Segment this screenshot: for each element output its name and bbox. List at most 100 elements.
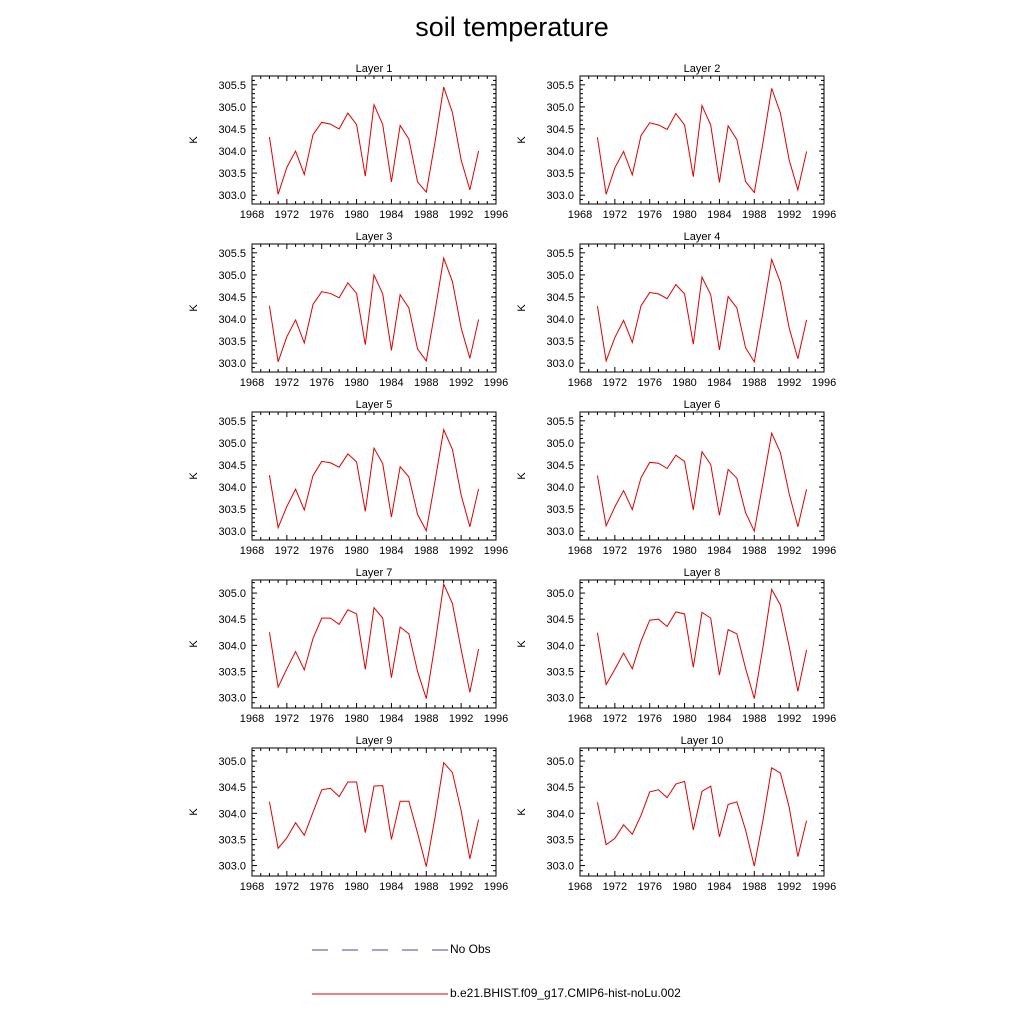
- x-tick-label: 1988: [414, 209, 438, 221]
- y-axis-label: K: [188, 472, 200, 480]
- series-line: [268, 86, 480, 195]
- x-tick-label: 1976: [637, 881, 661, 893]
- panel-1: Layer 1 1968 1972 1976 1980 1984 1988 1992 1996 3…: [188, 63, 508, 221]
- y-tick-label: 303.5: [546, 666, 574, 678]
- panel-frame: [251, 75, 497, 205]
- x-tick-label: 1996: [812, 881, 836, 893]
- y-axis-label: K: [516, 136, 528, 144]
- panel-frame: [251, 411, 497, 541]
- y-tick-label: 305.5: [218, 80, 246, 92]
- panel-frame: [579, 411, 825, 541]
- panel-title: Layer 3: [356, 231, 393, 243]
- x-tick-label: 1972: [275, 209, 299, 221]
- x-tick-label: 1988: [742, 713, 766, 725]
- y-tick-label: 304.0: [546, 482, 574, 494]
- x-tick-label: 1984: [707, 209, 731, 221]
- series-line: [268, 761, 480, 867]
- x-tick-label: 1984: [379, 377, 403, 389]
- x-tick-label: 1984: [707, 713, 731, 725]
- panel-9: Layer 9 1968 1972 1976 1980 1984 1988 1992 1996 3…: [188, 735, 508, 893]
- y-tick-label: 304.5: [546, 292, 574, 304]
- x-tick-label: 1996: [812, 209, 836, 221]
- y-tick-label: 304.0: [218, 146, 246, 158]
- x-tick-label: 1980: [344, 881, 368, 893]
- legend-swatch-model: [312, 993, 448, 995]
- panel-10: Layer 10 1968 1972 1976 1980 1984 1988 1992 1996…: [516, 735, 836, 893]
- x-tick-label: 1984: [379, 881, 403, 893]
- y-tick-label: 305.5: [546, 416, 574, 428]
- x-tick-label: 1996: [812, 377, 836, 389]
- y-tick-label: 305.0: [218, 438, 246, 450]
- x-tick-label: 1968: [240, 377, 264, 389]
- x-tick-label: 1996: [484, 377, 508, 389]
- y-tick-label: 303.0: [546, 358, 574, 370]
- y-tick-label: 303.5: [546, 504, 574, 516]
- y-tick-label: 305.0: [218, 102, 246, 114]
- x-tick-label: 1968: [240, 713, 264, 725]
- y-tick-label: 304.5: [546, 124, 574, 136]
- x-tick-label: 1988: [742, 545, 766, 557]
- x-tick-label: 1984: [707, 377, 731, 389]
- x-tick-label: 1984: [379, 209, 403, 221]
- y-tick-label: 305.0: [546, 588, 574, 600]
- y-tick-label: 304.5: [546, 460, 574, 472]
- y-tick-label: 305.0: [218, 588, 246, 600]
- y-tick-label: 304.0: [218, 314, 246, 326]
- series-line: [596, 767, 808, 867]
- y-tick-label: 303.0: [546, 526, 574, 538]
- x-tick-label: 1980: [344, 209, 368, 221]
- x-tick-label: 1988: [414, 545, 438, 557]
- y-axis-label: K: [188, 640, 200, 648]
- x-tick-label: 1984: [379, 545, 403, 557]
- y-tick-label: 304.0: [546, 640, 574, 652]
- x-tick-label: 1980: [344, 713, 368, 725]
- panel-frame: [579, 75, 825, 205]
- x-tick-label: 1992: [777, 713, 801, 725]
- legend-label-model: b.e21.BHIST.f09_g17.CMIP6-hist-noLu.002: [450, 986, 681, 1000]
- panel-3: Layer 3 1968 1972 1976 1980 1984 1988 1992 1996 3…: [188, 231, 508, 389]
- y-tick-label: 304.5: [218, 292, 246, 304]
- y-tick-label: 303.0: [218, 190, 246, 202]
- x-tick-label: 1976: [309, 713, 333, 725]
- panel-frame: [251, 243, 497, 373]
- y-tick-label: 304.5: [218, 782, 246, 794]
- x-tick-label: 1980: [344, 377, 368, 389]
- y-tick-label: 305.0: [546, 438, 574, 450]
- y-tick-label: 303.0: [218, 861, 246, 873]
- panel-title: Layer 6: [684, 399, 721, 411]
- y-tick-label: 305.5: [546, 248, 574, 260]
- x-tick-label: 1996: [484, 713, 508, 725]
- y-tick-label: 303.5: [546, 168, 574, 180]
- y-tick-label: 303.0: [546, 693, 574, 705]
- x-tick-label: 1984: [707, 881, 731, 893]
- x-tick-label: 1976: [309, 209, 333, 221]
- panel-7: Layer 7 1968 1972 1976 1980 1984 1988 1992 1996 3…: [188, 567, 508, 725]
- x-tick-label: 1992: [777, 377, 801, 389]
- x-tick-label: 1976: [637, 377, 661, 389]
- x-tick-label: 1984: [707, 545, 731, 557]
- panel-title: Layer 5: [356, 399, 393, 411]
- x-tick-label: 1972: [275, 377, 299, 389]
- y-tick-label: 303.5: [218, 666, 246, 678]
- x-tick-label: 1992: [449, 209, 473, 221]
- y-tick-label: 303.5: [546, 336, 574, 348]
- y-tick-label: 305.0: [546, 102, 574, 114]
- y-axis-label: K: [516, 472, 528, 480]
- y-axis-label: K: [516, 808, 528, 816]
- y-tick-label: 303.5: [218, 336, 246, 348]
- y-tick-label: 304.5: [218, 614, 246, 626]
- x-tick-label: 1968: [240, 881, 264, 893]
- series-line: [596, 587, 808, 699]
- x-tick-label: 1980: [672, 377, 696, 389]
- x-tick-label: 1980: [344, 545, 368, 557]
- x-tick-label: 1996: [484, 209, 508, 221]
- x-tick-label: 1996: [812, 713, 836, 725]
- x-tick-label: 1988: [414, 377, 438, 389]
- panel-title: Layer 9: [356, 735, 393, 747]
- x-tick-label: 1992: [777, 545, 801, 557]
- y-tick-label: 304.0: [546, 146, 574, 158]
- panel-title: Layer 7: [356, 567, 393, 579]
- y-tick-label: 304.5: [546, 782, 574, 794]
- x-tick-label: 1996: [812, 545, 836, 557]
